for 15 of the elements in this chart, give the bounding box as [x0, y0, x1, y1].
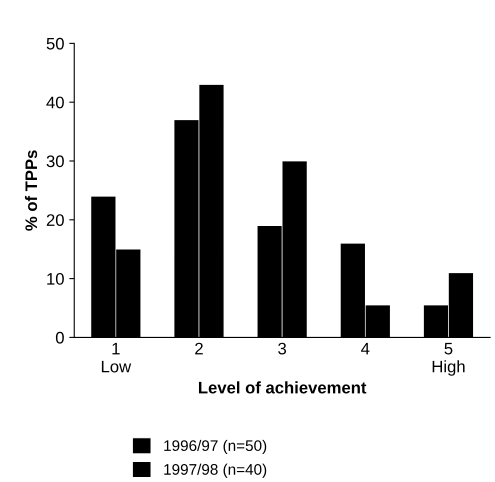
x-tick-label: 3 — [278, 342, 286, 355]
y-tick-label: 10 — [47, 272, 64, 285]
y-tick-label: 40 — [46, 96, 64, 108]
x-tick-label: 4 — [361, 342, 370, 354]
x-tick-label: 5 High — [432, 342, 465, 376]
x-tick-label: 1 Low — [102, 342, 132, 372]
legend-label: 1996/97 (n=50) — [164, 440, 266, 454]
y-tick-label: 20 — [46, 214, 64, 226]
legend-label: 1997/98 (n=40) — [164, 464, 266, 478]
y-tick-label: 50 — [46, 38, 64, 50]
y-axis-title: % of TPPs — [24, 150, 38, 231]
y-tick-label: 30 — [46, 155, 64, 168]
x-axis-title: Level of achievement — [198, 381, 366, 394]
y-tick-label: 0 — [56, 332, 64, 344]
x-tick-label: 2 — [195, 342, 203, 354]
